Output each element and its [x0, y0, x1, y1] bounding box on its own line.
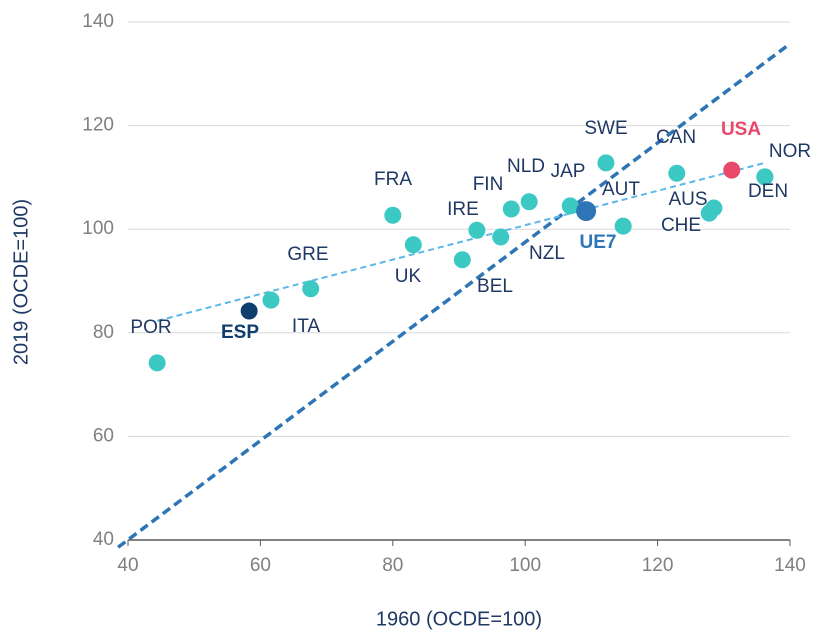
point-label: POR: [130, 317, 171, 338]
x-tick-label: 60: [250, 555, 271, 576]
data-point: [700, 204, 718, 222]
y-axis-title: 2019 (OCDE=100): [10, 199, 32, 365]
data-point: [614, 217, 632, 235]
x-tick-label: 120: [642, 555, 674, 576]
point-label: AUS: [668, 189, 707, 210]
point-label: CAN: [656, 127, 696, 148]
point-label: FRA: [374, 169, 412, 190]
point-label: FIN: [473, 174, 504, 195]
point-label: BEL: [477, 276, 513, 297]
data-point: [723, 161, 741, 179]
point-label: UK: [395, 266, 422, 287]
point-label: ITA: [292, 316, 320, 337]
data-point: [262, 291, 280, 309]
data-point: [384, 206, 402, 224]
trend-line: [156, 161, 766, 322]
x-axis-title: 1960 (OCDE=100): [376, 608, 542, 630]
data-point: [148, 354, 166, 372]
data-point: [520, 193, 538, 211]
data-point: [302, 280, 320, 298]
data-point: [240, 302, 258, 320]
point-label: UE7: [580, 232, 617, 253]
point-label: CHE: [661, 215, 701, 236]
point-label: USA: [721, 119, 761, 140]
point-label: NOR: [769, 141, 811, 162]
data-point: [492, 228, 510, 246]
point-label: ESP: [221, 322, 259, 343]
reference-line: [117, 42, 792, 549]
data-point: [468, 221, 486, 239]
point-label: SWE: [584, 118, 627, 139]
x-tick-label: 140: [774, 555, 806, 576]
y-tick-label: 60: [93, 425, 114, 446]
point-label: JAP: [551, 161, 586, 182]
y-tick-label: 80: [93, 322, 114, 343]
data-point: [756, 168, 774, 186]
y-tick-label: 40: [93, 529, 114, 550]
point-label: DEN: [748, 181, 788, 202]
x-tick-label: 40: [117, 555, 138, 576]
data-point: [597, 154, 615, 172]
data-point: [404, 236, 422, 254]
data-point: [576, 201, 597, 222]
point-label: NLD: [507, 156, 545, 177]
data-point: [561, 197, 579, 215]
point-label: AUT: [602, 179, 640, 200]
point-label: IRE: [447, 199, 479, 220]
point-label: GRE: [287, 244, 328, 265]
y-tick-label: 100: [82, 218, 114, 239]
data-point: [668, 164, 686, 182]
data-point: [502, 200, 520, 218]
data-point: [453, 251, 471, 269]
y-tick-label: 140: [82, 11, 114, 32]
x-tick-label: 100: [509, 555, 541, 576]
x-tick-label: 80: [382, 555, 403, 576]
point-label: NZL: [529, 243, 565, 264]
y-tick-label: 120: [82, 115, 114, 136]
